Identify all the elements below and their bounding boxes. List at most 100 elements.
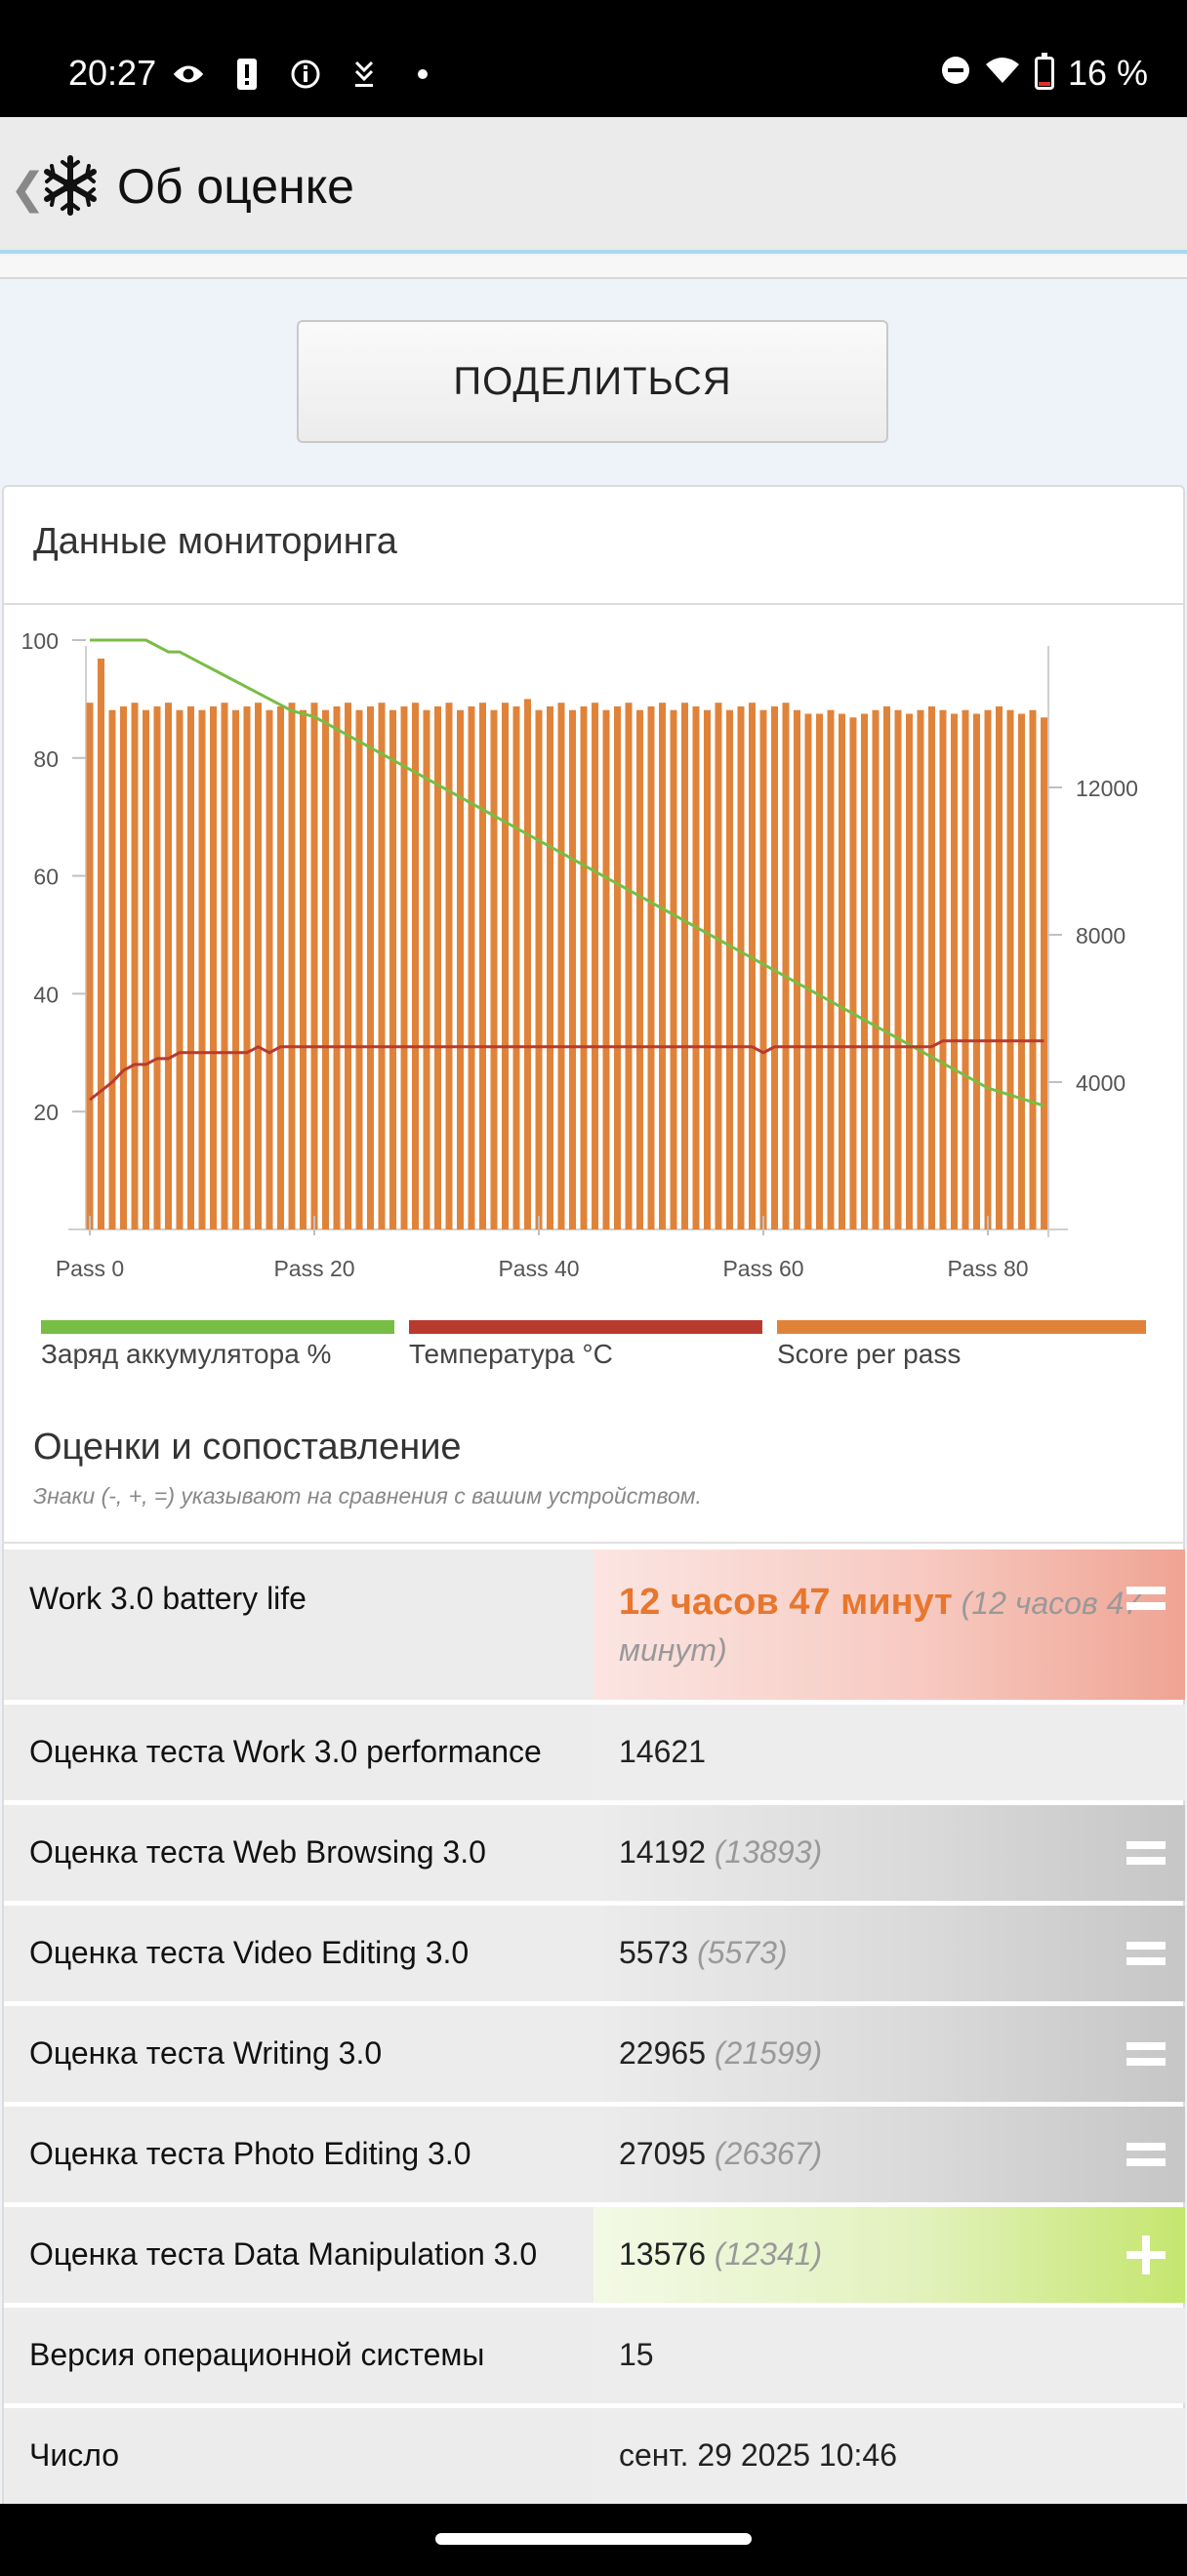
chart-bar bbox=[1029, 709, 1037, 1229]
score-label-cell: Work 3.0 battery life bbox=[4, 1550, 595, 1700]
chart-bar bbox=[502, 703, 509, 1229]
score-label-cell: Оценка теста Work 3.0 performance bbox=[4, 1705, 595, 1800]
score-value: сент. 29 2025 10:46 bbox=[619, 2437, 897, 2474]
equals-icon bbox=[1123, 1575, 1169, 1622]
share-button[interactable]: ПОДЕЛИТЬСЯ bbox=[297, 320, 888, 443]
chart-bar bbox=[681, 703, 688, 1229]
score-value: 5573 (5573) bbox=[619, 1935, 788, 1971]
chart-bar bbox=[389, 709, 396, 1229]
chart-bar bbox=[210, 705, 217, 1229]
score-label: Оценка теста Photo Editing 3.0 bbox=[29, 2136, 471, 2171]
chart-bar bbox=[98, 658, 104, 1229]
score-row: Оценка теста Writing 3.0 22965 (21599) bbox=[2, 2006, 1185, 2102]
legend-swatch-temperature bbox=[409, 1320, 762, 1334]
x-tick-label: Pass 80 bbox=[947, 1256, 1028, 1281]
header-strip bbox=[0, 256, 1187, 279]
score-label: Оценка теста Data Manipulation 3.0 bbox=[29, 2236, 538, 2272]
y-left-tick-label: 40 bbox=[33, 982, 59, 1007]
chart-bar bbox=[737, 705, 745, 1229]
chart-bar bbox=[512, 705, 520, 1229]
chart-bar bbox=[1041, 717, 1047, 1229]
score-value-cell: 14621 bbox=[594, 1705, 1185, 1800]
score-value-cell: сент. 29 2025 10:46 bbox=[594, 2408, 1185, 2504]
chart-bar bbox=[704, 709, 711, 1229]
x-tick-label: Pass 60 bbox=[722, 1256, 803, 1281]
chart-bar bbox=[468, 705, 475, 1229]
download-icon bbox=[348, 58, 381, 91]
chart-bar bbox=[749, 703, 756, 1229]
chart-bar bbox=[300, 709, 307, 1229]
plus-icon bbox=[1123, 2232, 1169, 2278]
score-label-cell: Оценка теста Photo Editing 3.0 bbox=[4, 2107, 595, 2202]
score-row: Оценка теста Work 3.0 performance 14621 bbox=[2, 1705, 1185, 1800]
chart-bar bbox=[255, 703, 262, 1229]
chart-bar bbox=[692, 705, 700, 1229]
scores-title: Оценки и сопоставление bbox=[33, 1427, 462, 1468]
chart-bar bbox=[849, 717, 857, 1229]
score-value-cell: 22965 (21599) bbox=[594, 2006, 1185, 2102]
chart-bar bbox=[883, 705, 890, 1229]
chart-bar bbox=[894, 709, 902, 1229]
chart-bar bbox=[322, 709, 329, 1229]
monitoring-title: Данные мониторинга bbox=[33, 521, 397, 562]
back-icon[interactable]: ❮ bbox=[10, 165, 46, 213]
page-title: Об оценке bbox=[117, 159, 354, 214]
y-left-tick-label: 100 bbox=[21, 628, 59, 654]
score-row: Оценка теста Video Editing 3.0 5573 (5573… bbox=[2, 1906, 1185, 2001]
chart-bar bbox=[726, 709, 733, 1229]
battery-line bbox=[90, 638, 1044, 1107]
score-row: Оценка теста Data Manipulation 3.0 13576 … bbox=[2, 2207, 1185, 2303]
score-label: Оценка теста Writing 3.0 bbox=[29, 2035, 383, 2071]
score-value: 22965 (21599) bbox=[619, 2035, 822, 2072]
chart-bar bbox=[1006, 709, 1014, 1229]
score-row: Work 3.0 battery life 12 часов 47 минут (… bbox=[2, 1550, 1185, 1700]
chart-bar bbox=[984, 709, 992, 1229]
compare-value: (5573) bbox=[688, 1935, 788, 1970]
score-value-cell: 27095 (26367) bbox=[594, 2107, 1185, 2202]
chart-bar bbox=[153, 705, 161, 1229]
value-text: сент. 29 2025 10:46 bbox=[619, 2437, 897, 2473]
chart-bar bbox=[794, 709, 800, 1229]
chart-bar bbox=[86, 703, 94, 1229]
chart-bar bbox=[457, 709, 464, 1229]
scores-note: Знаки (-, +, =) указывают на сравнения с… bbox=[33, 1483, 702, 1509]
status-right: 16 % bbox=[941, 53, 1148, 94]
chart-bar bbox=[400, 705, 408, 1229]
chart-bar bbox=[580, 705, 588, 1229]
score-row: Версия операционной системы 15 bbox=[2, 2308, 1185, 2403]
score-label-cell: Число bbox=[4, 2408, 595, 2504]
chart-bar bbox=[131, 703, 139, 1229]
chart-bar bbox=[535, 709, 543, 1229]
temperature-line bbox=[89, 1039, 1044, 1102]
score-label: Версия операционной системы bbox=[29, 2337, 485, 2372]
legend-label-battery: Заряд аккумулятора % bbox=[41, 1339, 332, 1369]
alert-icon bbox=[230, 58, 264, 91]
home-handle[interactable] bbox=[435, 2533, 752, 2545]
y-left-tick-label: 60 bbox=[33, 865, 59, 890]
score-value: 14621 bbox=[619, 1734, 706, 1770]
value-text: 13576 bbox=[619, 2236, 706, 2272]
equals-icon bbox=[1123, 2031, 1169, 2077]
value-text: 14192 bbox=[619, 1834, 706, 1870]
score-value-cell: 13576 (12341) bbox=[594, 2207, 1185, 2303]
snowflake-icon[interactable] bbox=[39, 154, 102, 217]
chart-bar bbox=[625, 703, 633, 1229]
equals-icon bbox=[1123, 1830, 1169, 1876]
chart-bar bbox=[771, 705, 778, 1229]
monitoring-chart: 20 40 60 80 100 4000 8000 12000 Pass 0 Pass 20 Pas… bbox=[21, 628, 1138, 1281]
chart-bar bbox=[1018, 713, 1025, 1229]
chart-bar bbox=[221, 703, 228, 1229]
compare-value: (13893) bbox=[705, 1834, 823, 1870]
divider bbox=[2, 603, 1185, 605]
status-bar: 20:27 16 % bbox=[0, 0, 1187, 117]
score-value: 13576 (12341) bbox=[619, 2236, 822, 2273]
chart-bar bbox=[557, 703, 565, 1229]
chart-bar bbox=[715, 703, 722, 1229]
score-value-cell: 14192 (13893) bbox=[594, 1805, 1185, 1901]
equals-icon bbox=[1123, 2131, 1169, 2178]
chart-bar bbox=[872, 709, 880, 1229]
chart-bar bbox=[816, 713, 823, 1229]
score-value: 12 часов 47 минут (12 часов 47 минут) bbox=[619, 1579, 1166, 1673]
chart-bar bbox=[547, 705, 553, 1229]
chart-bar bbox=[277, 705, 284, 1229]
